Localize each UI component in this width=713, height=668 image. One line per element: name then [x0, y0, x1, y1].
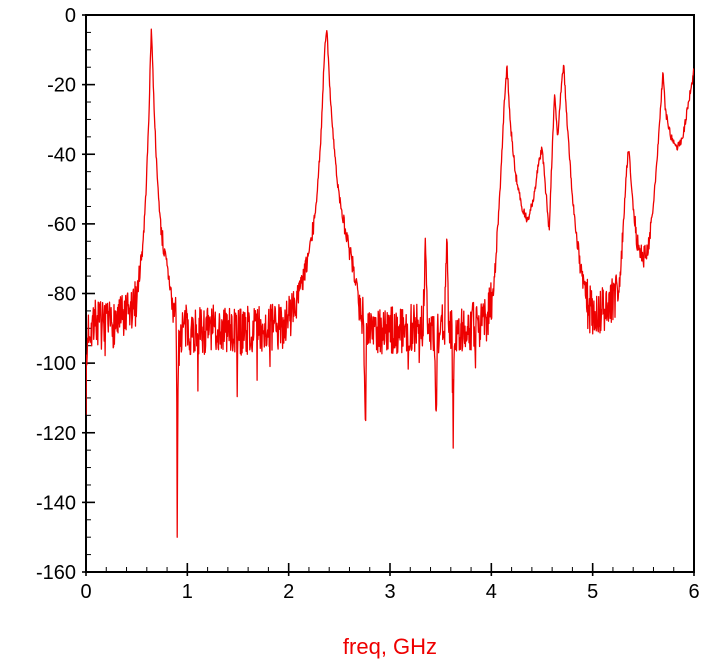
x-tick-label: 3	[384, 581, 395, 603]
y-tick-label: -160	[36, 562, 76, 584]
x-tick-label: 2	[283, 581, 294, 603]
x-tick-label: 0	[80, 581, 91, 603]
x-tick-label: 4	[486, 581, 497, 603]
y-tick-label: -80	[47, 284, 76, 306]
y-tick-label: -40	[47, 144, 76, 166]
y-tick-label: -140	[36, 492, 76, 514]
y-tick-label: 0	[65, 5, 76, 27]
y-tick-label: -100	[36, 353, 76, 375]
x-tick-label: 1	[182, 581, 193, 603]
chart-generated: 0 1 2 3 4 5 6 0 -20 -40 -60 -80 -100 -120 -140 -160	[36, 5, 700, 603]
plot-frame	[85, 14, 695, 573]
y-tick-label: -120	[36, 423, 76, 445]
y-tick-label: -60	[47, 214, 76, 236]
y-tick-label: -20	[47, 75, 76, 97]
x-tick-label: 5	[587, 581, 598, 603]
x-axis-label: freq, GHz	[342, 634, 438, 659]
x-tick-label: 6	[688, 581, 699, 603]
trace-line	[86, 28, 694, 538]
